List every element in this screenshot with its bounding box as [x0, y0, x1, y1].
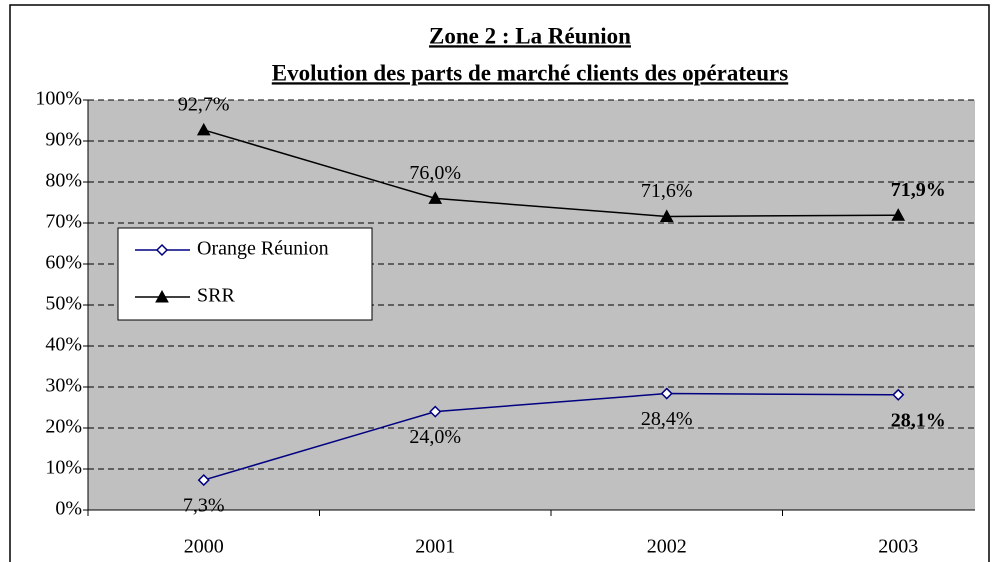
y-tick-label: 100%: [35, 88, 82, 110]
marker: [660, 387, 673, 400]
legend-label: SRR: [197, 285, 235, 307]
y-tick-label: 30%: [45, 375, 82, 397]
marker: [429, 405, 442, 418]
marker: [891, 208, 906, 221]
y-tick-label: 50%: [45, 293, 82, 315]
marker: [892, 388, 905, 401]
legend-label: Orange Réunion: [197, 238, 329, 260]
y-tick-label: 20%: [45, 416, 82, 438]
chart-subtitle: Evolution des parts de marché clients de…: [272, 60, 788, 85]
y-tick-label: 10%: [45, 457, 82, 479]
data-label: 71,6%: [641, 180, 693, 202]
x-tick-label: 2003: [878, 536, 918, 558]
y-tick-label: 60%: [45, 252, 82, 274]
data-label: 24,0%: [409, 426, 461, 448]
x-tick-label: 2001: [415, 536, 455, 558]
data-label: 28,1%: [891, 409, 946, 431]
marker: [197, 474, 210, 487]
y-tick-label: 0%: [55, 498, 82, 520]
data-label: 28,4%: [641, 408, 693, 430]
series-line: [203, 129, 899, 218]
data-label: 71,9%: [891, 179, 946, 201]
x-tick-label: 2000: [184, 536, 224, 558]
marker: [428, 191, 443, 204]
y-tick-label: 90%: [45, 129, 82, 151]
data-label: 7,3%: [183, 495, 225, 517]
marker: [155, 243, 169, 257]
y-tick-label: 80%: [45, 170, 82, 192]
data-label: 92,7%: [178, 94, 230, 116]
y-tick-label: 70%: [45, 211, 82, 233]
x-tick-label: 2002: [647, 536, 687, 558]
series-line: [203, 392, 899, 481]
marker: [155, 289, 169, 303]
y-tick-label: 40%: [45, 334, 82, 356]
chart-title: Zone 2 : La Réunion: [429, 23, 631, 48]
legend-box: [117, 227, 373, 321]
marker: [196, 122, 211, 136]
marker: [659, 209, 674, 222]
data-label: 76,0%: [409, 162, 461, 184]
